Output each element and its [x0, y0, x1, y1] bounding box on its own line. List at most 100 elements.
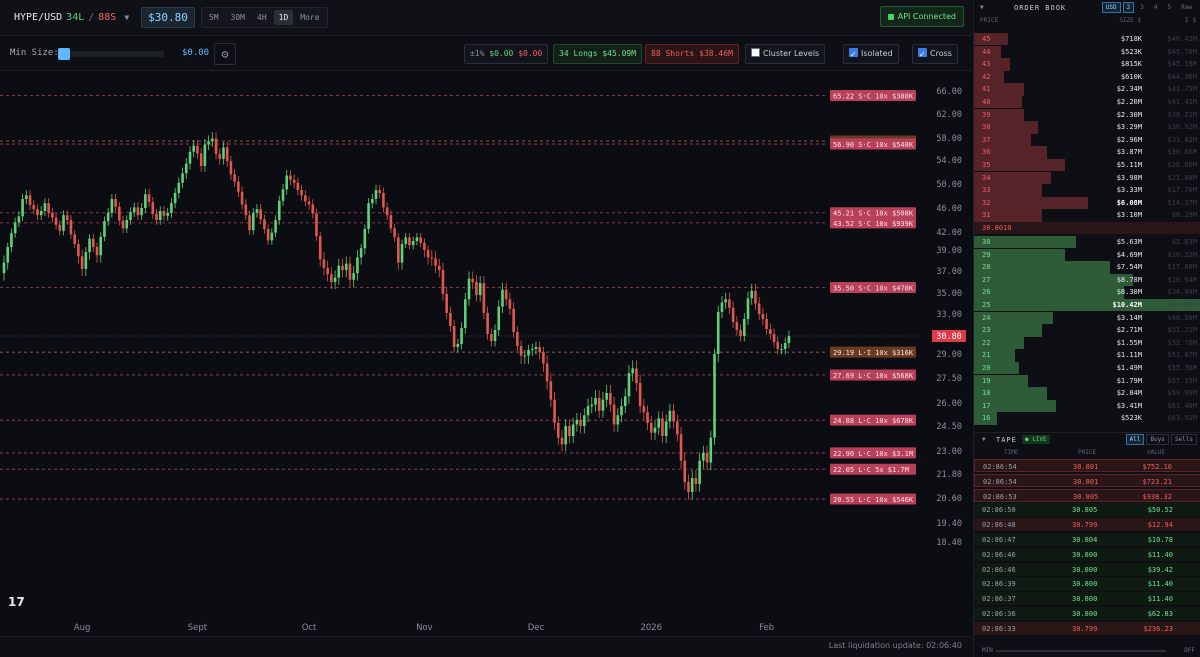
isolated-label: Isolated — [861, 49, 893, 58]
liquidation-level-badge[interactable] — [830, 89, 916, 101]
cross-toggle[interactable]: Cross — [912, 44, 958, 64]
min-size-slider[interactable] — [58, 48, 164, 60]
bid-row[interactable]: 20 $1.49M $55.36M — [974, 362, 1200, 375]
bid-price: 18 — [982, 389, 991, 398]
tape-filter-buys[interactable]: Buys — [1146, 434, 1169, 445]
bid-row[interactable]: 25 $10.42M $45.36M — [974, 299, 1200, 312]
bid-depth-bar — [974, 261, 1111, 274]
candle-body — [73, 234, 76, 244]
ask-row[interactable]: 38 $3.29M $36.92M — [974, 121, 1200, 134]
bid-row[interactable]: 19 $1.79M $57.15M — [974, 374, 1200, 387]
ask-depth-bar — [974, 184, 1043, 197]
liquidation-level-badge[interactable] — [830, 217, 916, 229]
liquidation-level-badge[interactable] — [830, 138, 916, 150]
tape-value: $752.16 — [1142, 463, 1172, 471]
ask-row[interactable]: 44 $523K $45.70M — [974, 45, 1200, 58]
ask-row[interactable]: 34 $3.98M $21.68M — [974, 171, 1200, 184]
slider-thumb[interactable] — [58, 48, 70, 60]
collapse-triangle-icon[interactable]: ▼ — [980, 4, 984, 11]
tape-size-filter[interactable]: MIN OFF — [974, 645, 1200, 657]
candle-body — [471, 278, 475, 282]
bid-row[interactable]: 29 $4.69M $10.32M — [974, 248, 1200, 261]
bid-row[interactable]: 23 $2.71M $51.21M — [974, 324, 1200, 337]
liquidation-level-label: 43.52 S·C 10x $939K — [833, 220, 914, 228]
grouping-5[interactable]: 5 — [1167, 4, 1172, 11]
tape-time: 02:86:48 — [982, 521, 1016, 530]
grouping-3[interactable]: 3 — [1140, 4, 1144, 11]
bid-row[interactable]: 22 $1.55M $52.76M — [974, 336, 1200, 350]
candle-body — [720, 302, 724, 312]
price-chart[interactable]: 66.00 62.00 58.00 54.00 50.00 46.00 42.00 39.00… — [0, 72, 972, 636]
liquidation-level-label: 65.22 S·C 10x $380K — [833, 92, 914, 100]
liquidation-level-badge[interactable] — [830, 447, 916, 459]
candle-body — [144, 194, 147, 208]
ask-row[interactable]: 37 $2.96M $33.62M — [974, 133, 1200, 147]
ask-row[interactable]: 33 $3.33M $17.70M — [974, 184, 1200, 197]
candle-body — [166, 212, 169, 216]
bid-row[interactable]: 16 $523K $63.92M — [974, 412, 1200, 425]
liquidation-level-badge[interactable] — [830, 463, 916, 475]
candle-body — [724, 299, 727, 303]
candle-body — [136, 207, 140, 216]
bid-row[interactable]: 26 $8.30M $34.94M — [974, 286, 1200, 299]
ask-row[interactable]: 36 $3.87M $30.66M — [974, 146, 1200, 159]
isolated-toggle[interactable]: Isolated — [843, 44, 899, 64]
bid-row[interactable]: 17 $3.41M $63.40M — [974, 399, 1200, 413]
ask-row[interactable]: 43 $815K $45.18M — [974, 58, 1200, 71]
ask-row[interactable]: 39 $2.30M $39.21M — [974, 108, 1200, 121]
bid-depth-bar — [974, 374, 1029, 387]
bid-price: 26 — [982, 288, 991, 297]
bid-row[interactable]: 27 $8.78M $26.64M — [974, 273, 1200, 287]
timeframe-4h[interactable]: 4H — [257, 13, 267, 22]
timeframe-5m[interactable]: 5M — [208, 13, 219, 22]
grouping-4[interactable]: 4 — [1153, 4, 1158, 11]
ask-row[interactable]: 41 $2.34M $43.75M — [974, 83, 1200, 96]
cross-checkbox[interactable] — [918, 46, 927, 64]
tape-price: 30.800 — [1072, 565, 1098, 574]
ask-row[interactable]: 40 $2.20M $41.41M — [974, 96, 1200, 109]
candle-body — [426, 250, 430, 258]
tape-size-slider[interactable] — [996, 650, 1166, 652]
ask-row[interactable]: 31 $3.10M $8.29M — [974, 209, 1200, 222]
currency-toggle[interactable]: USD — [1101, 2, 1121, 13]
ask-row[interactable]: 45 $718K $46.42M — [974, 33, 1200, 46]
ask-row[interactable]: 35 $5.11M $26.80M — [974, 159, 1200, 172]
candle-body — [702, 452, 705, 461]
settings-gear-button[interactable]: ⚙ — [214, 43, 236, 65]
bid-row[interactable]: 30 $5.63M $5.63M — [974, 236, 1200, 249]
candle-body — [229, 161, 233, 175]
isolated-checkbox[interactable] — [849, 46, 858, 64]
timeframe-1d[interactable]: 1D — [273, 10, 294, 25]
bid-row[interactable]: 24 $3.14M $48.50M — [974, 311, 1200, 324]
grouping-raw[interactable]: Raw — [1181, 4, 1192, 11]
liquidation-level-badge[interactable] — [830, 493, 916, 505]
liquidation-level-badge[interactable] — [830, 282, 916, 293]
grouping-2[interactable]: 2 — [1122, 2, 1135, 13]
tape-title: TAPE — [996, 436, 1017, 444]
cluster-levels-checkbox[interactable] — [751, 48, 760, 57]
symbol-selector[interactable]: HYPE/USD 34L / 88S ▼ — [14, 12, 129, 23]
chevron-down-icon[interactable]: ▼ — [124, 13, 130, 22]
liquidation-level-badge[interactable] — [830, 346, 916, 358]
liquidation-level-badge[interactable] — [830, 207, 916, 219]
cluster-levels-toggle[interactable]: Cluster Levels — [745, 44, 826, 64]
ask-depth-bar — [974, 58, 1011, 71]
ask-row[interactable]: 42 $610K $44.36M — [974, 70, 1200, 84]
candle-body — [512, 308, 515, 332]
collapse-triangle-icon[interactable]: ▼ — [982, 436, 986, 443]
candle-body — [579, 419, 582, 426]
bid-row[interactable]: 28 $7.54M $17.86M — [974, 261, 1200, 274]
bid-price: 29 — [982, 250, 991, 259]
candle-body — [263, 219, 266, 229]
candle-body — [118, 206, 121, 221]
ask-row[interactable]: 32 $6.08M $14.37M — [974, 196, 1200, 210]
liquidation-level-badge[interactable] — [830, 369, 916, 381]
candle-body — [694, 478, 698, 484]
tape-filter-all[interactable]: All — [1125, 434, 1145, 445]
liquidation-level-badge[interactable] — [830, 414, 916, 426]
tape-filter-sells[interactable]: Sells — [1170, 434, 1197, 445]
bid-row[interactable]: 18 $2.84M $59.99M — [974, 387, 1200, 400]
timeframe-more[interactable]: More — [300, 13, 320, 22]
bid-row[interactable]: 21 $1.11M $53.87M — [974, 349, 1200, 362]
timeframe-30m[interactable]: 30M — [230, 13, 245, 22]
